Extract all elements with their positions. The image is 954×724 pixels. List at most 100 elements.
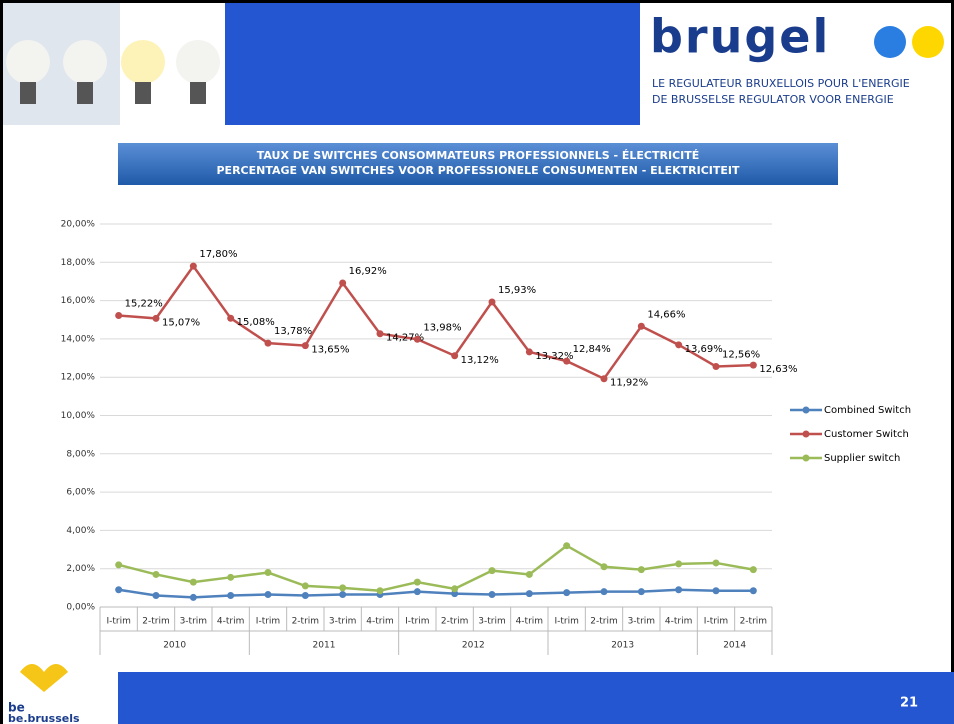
data-label: 13,78% <box>274 326 312 337</box>
data-point <box>675 341 683 349</box>
data-point <box>227 314 235 322</box>
bulbs <box>6 40 220 104</box>
legend-swatch <box>802 454 810 462</box>
y-tick-label: 20,00% <box>61 220 96 230</box>
data-point <box>525 570 533 578</box>
footer-heart <box>20 664 68 692</box>
data-point <box>749 587 757 595</box>
series-line <box>118 263 754 381</box>
data-point <box>301 592 309 600</box>
data-point <box>227 573 235 581</box>
data-point <box>675 586 683 594</box>
data-point <box>189 578 197 586</box>
x-group-label: 2010 <box>163 641 186 651</box>
data-point <box>376 587 384 595</box>
y-tick-label: 18,00% <box>61 258 96 268</box>
tagline: LE REGULATEUR BRUXELLOIS POUR L'ENERGIE <box>652 77 910 90</box>
data-point <box>637 588 645 596</box>
data-point <box>152 570 160 578</box>
data-label: 16,92% <box>349 266 387 277</box>
x-tick-label: 3-trim <box>478 617 505 627</box>
data-point <box>339 584 347 592</box>
logo-dot <box>874 26 906 58</box>
data-point <box>712 559 720 567</box>
data-label: 13,65% <box>311 345 349 356</box>
x-tick-label: 2-trim <box>292 617 319 627</box>
data-label: 15,22% <box>125 299 163 310</box>
data-point <box>563 542 571 550</box>
x-tick-label: I-trim <box>704 617 728 627</box>
data-point <box>152 314 160 322</box>
data-point <box>301 342 309 350</box>
data-point <box>488 567 496 575</box>
data-point <box>115 561 123 569</box>
x-tick-label: I-trim <box>554 617 578 627</box>
legend-label: Combined Switch <box>824 405 911 416</box>
chart-subtitle: PERCENTAGE VAN SWITCHES VOOR PROFESSIONE… <box>217 164 740 177</box>
data-point <box>115 312 123 320</box>
chart-title: TAUX DE SWITCHES CONSOMMATEURS PROFESSIO… <box>257 149 700 162</box>
data-label: 12,84% <box>573 344 611 355</box>
border <box>951 0 954 724</box>
x-tick-label: 3-trim <box>180 617 207 627</box>
data-point <box>264 339 272 347</box>
x-tick-label: 3-trim <box>628 617 655 627</box>
x-group-label: 2014 <box>723 641 746 651</box>
x-tick-label: 2-trim <box>142 617 169 627</box>
data-point <box>749 566 757 574</box>
data-point <box>712 362 720 370</box>
data-point <box>525 348 533 356</box>
legend-label: Customer Switch <box>824 429 909 440</box>
data-point <box>339 279 347 287</box>
x-group-label: 2013 <box>611 641 634 651</box>
footer-logo: be <box>8 701 25 715</box>
y-tick-label: 10,00% <box>61 411 96 421</box>
data-point <box>525 590 533 598</box>
data-point <box>675 560 683 568</box>
y-tick-label: 8,00% <box>66 449 95 459</box>
y-tick-label: 16,00% <box>61 296 96 306</box>
x-tick-label: I-trim <box>405 617 429 627</box>
data-label: 13,32% <box>535 351 573 362</box>
data-label: 15,93% <box>498 285 536 296</box>
data-point <box>600 375 608 383</box>
x-tick-label: 4-trim <box>217 617 244 627</box>
y-tick-label: 4,00% <box>66 526 95 536</box>
data-point <box>152 592 160 600</box>
data-point <box>264 569 272 577</box>
data-point <box>488 591 496 599</box>
data-point <box>563 589 571 597</box>
data-label: 12,63% <box>759 364 797 375</box>
data-point <box>413 335 421 343</box>
data-point <box>413 588 421 596</box>
y-tick-label: 12,00% <box>61 373 96 383</box>
data-label: 15,08% <box>237 317 275 328</box>
data-point <box>189 262 197 270</box>
x-tick-label: I-trim <box>106 617 130 627</box>
header-band <box>225 0 640 125</box>
x-tick-label: 3-trim <box>329 617 356 627</box>
border <box>0 0 954 3</box>
y-tick-label: 6,00% <box>66 488 95 498</box>
x-tick-label: 2-trim <box>740 617 767 627</box>
footer-logo: be.brussels <box>8 712 80 724</box>
page-number: 21 <box>900 696 918 711</box>
footer-band <box>118 672 954 724</box>
x-tick-label: 4-trim <box>366 617 393 627</box>
y-tick-label: 0,00% <box>66 603 95 613</box>
data-point <box>600 588 608 596</box>
data-label: 14,66% <box>647 309 685 320</box>
data-point <box>637 322 645 330</box>
x-tick-label: 4-trim <box>665 617 692 627</box>
data-point <box>227 592 235 600</box>
data-point <box>600 563 608 571</box>
y-tick-label: 14,00% <box>61 334 96 344</box>
data-label: 12,56% <box>722 349 760 360</box>
data-label: 14,27% <box>386 333 424 344</box>
data-label: 17,80% <box>199 249 237 260</box>
tagline: DE BRUSSELSE REGULATOR VOOR ENERGIE <box>652 93 894 106</box>
data-point <box>637 566 645 574</box>
data-point <box>451 590 459 598</box>
